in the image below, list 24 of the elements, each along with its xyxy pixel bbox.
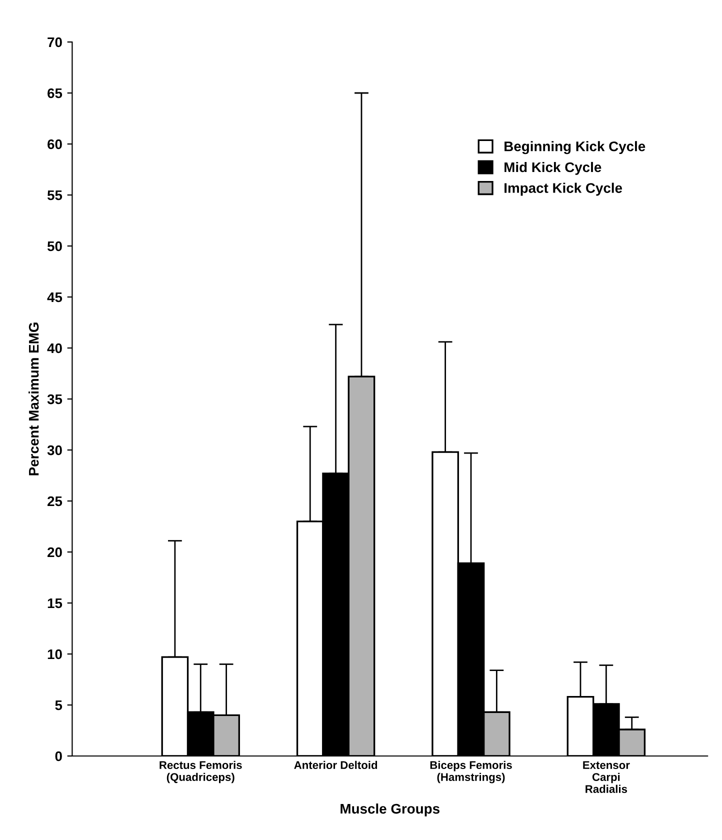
y-tick-label: 15 <box>48 598 62 608</box>
legend-label: Beginning Kick Cycle <box>504 141 646 154</box>
y-tick-label: 10 <box>48 649 62 660</box>
y-tick-label: 40 <box>47 343 62 354</box>
x-tick-label: Biceps Femoris (Hamstrings) <box>430 760 512 784</box>
x-tick-label: Extensor Carpi Radialis <box>583 761 630 793</box>
y-axis-title: Percent Maximum EMG <box>28 322 39 476</box>
y-tick-label: 50 <box>47 241 62 252</box>
y-tick-label: 70 <box>48 37 62 48</box>
x-tick-label: Rectus Femoris (Quadriceps) <box>160 760 242 784</box>
y-tick-label: 60 <box>48 139 62 150</box>
y-tick-label: 55 <box>47 190 62 200</box>
y-tick-label: 30 <box>47 445 62 456</box>
y-tick-label: 25 <box>48 496 62 506</box>
y-tick-label: 20 <box>48 547 62 558</box>
y-tick-label: 35 <box>47 394 62 404</box>
legend-label: Mid Kick Cycle <box>504 162 602 175</box>
y-tick-label: 0 <box>55 751 62 762</box>
legend-label: Impact Kick Cycle <box>504 182 622 196</box>
y-tick-label: 65 <box>48 88 62 98</box>
y-tick-label: 45 <box>47 292 62 302</box>
x-tick-label: Anterior Deltoid <box>294 760 378 770</box>
x-axis-title: Muscle Groups <box>340 803 440 816</box>
y-tick-label: 5 <box>55 700 62 710</box>
